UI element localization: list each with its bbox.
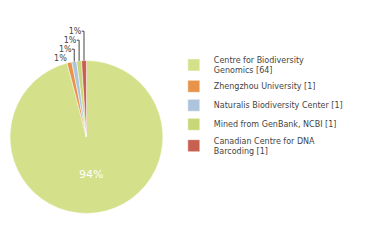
svg-text:Naturalis Biodiversity Center: Naturalis Biodiversity Center [1]: [214, 101, 343, 110]
svg-text:Canadian Centre for DNABarcodi: Canadian Centre for DNABarcoding [1]: [214, 137, 315, 156]
svg-text:1%: 1%: [54, 54, 67, 63]
svg-text:Mined from GenBank, NCBI [1]: Mined from GenBank, NCBI [1]: [214, 120, 337, 129]
svg-text:94%: 94%: [79, 168, 103, 181]
svg-text:1%: 1%: [64, 36, 77, 45]
svg-text:Centre for BiodiversityGenomic: Centre for BiodiversityGenomics [64]: [214, 56, 304, 75]
svg-text:1%: 1%: [69, 27, 82, 36]
svg-text:1%: 1%: [59, 45, 72, 54]
svg-text:Zhengzhou University [1]: Zhengzhou University [1]: [214, 82, 316, 91]
